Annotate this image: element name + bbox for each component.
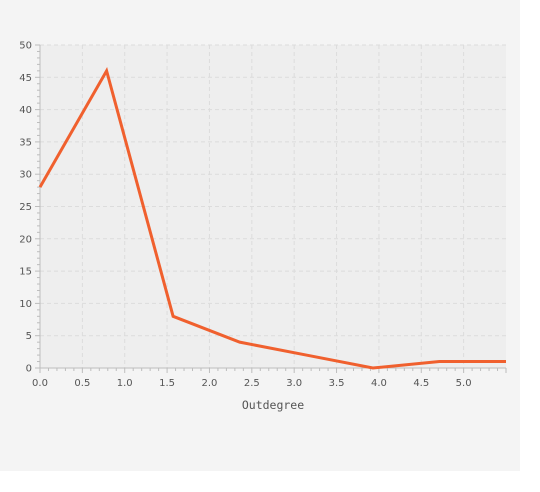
x-tick-label: 2.0: [202, 378, 218, 389]
y-tick-label: 35: [19, 137, 32, 148]
y-tick-label: 15: [19, 267, 32, 278]
y-tick-labels: 0 5 10 15 20 25 30 35 40 45 50: [19, 41, 32, 375]
x-tick-label: 0.0: [32, 378, 48, 389]
x-tick-label: 1.5: [159, 378, 175, 389]
x-tick-label: 5.0: [456, 378, 472, 389]
y-tick-label: 25: [19, 202, 32, 213]
series-lines: [38, 66, 507, 370]
y-tick-label: 0: [26, 364, 32, 375]
tick-marks: [35, 44, 507, 373]
y-tick-label: 40: [19, 105, 32, 116]
chart-panel: 0.0 0.5 1.0 1.5 2.0 2.5 3.0 3.5 4.0 4.5 5.0 0 5 10 15…: [0, 0, 520, 471]
x-axis-title: Outdegree: [242, 398, 304, 412]
y-tick-label: 30: [19, 170, 32, 181]
y-tick-label: 20: [19, 234, 32, 245]
x-tick-label: 0.5: [74, 378, 90, 389]
y-tick-label: 10: [19, 299, 32, 310]
x-tick-label: 3.0: [286, 378, 302, 389]
x-tick-label: 4.5: [413, 378, 429, 389]
x-tick-label: 1.0: [117, 378, 133, 389]
line-chart: 0.0 0.5 1.0 1.5 2.0 2.5 3.0 3.5 4.0 4.5 5.0 0 5 10 15…: [19, 41, 507, 412]
series-line: [38, 66, 506, 370]
y-tick-label: 50: [19, 41, 32, 52]
y-tick-label: 5: [26, 331, 32, 342]
x-tick-label: 3.5: [329, 378, 345, 389]
x-tick-label: 2.5: [244, 378, 260, 389]
x-tick-label: 4.0: [371, 378, 387, 389]
x-tick-labels: 0.0 0.5 1.0 1.5 2.0 2.5 3.0 3.5 4.0 4.5 5.0: [32, 378, 472, 389]
y-tick-label: 45: [19, 73, 32, 84]
